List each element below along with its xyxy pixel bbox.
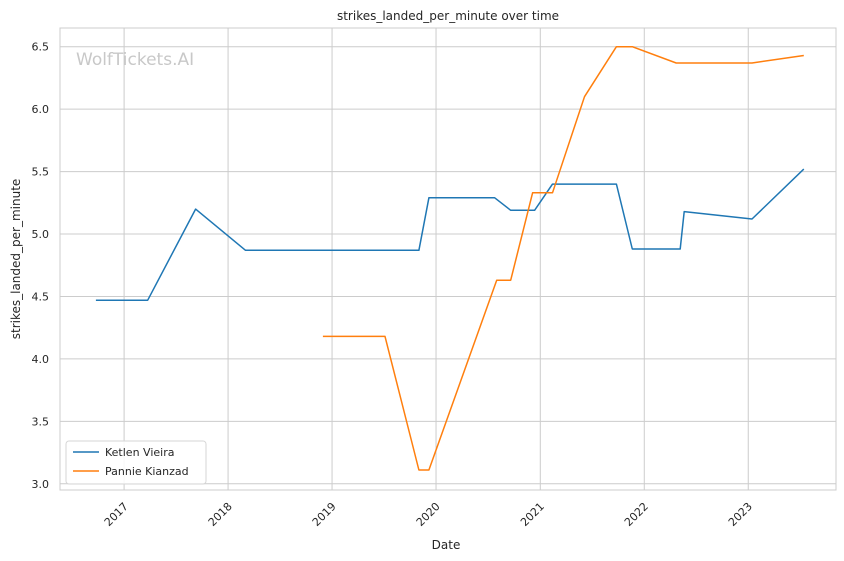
chart-title: strikes_landed_per_minute over time bbox=[337, 9, 559, 23]
y-tick-label: 4.0 bbox=[32, 353, 50, 366]
legend-label-ketlen-vieira: Ketlen Vieira bbox=[105, 446, 174, 459]
legend-box bbox=[65, 440, 207, 485]
y-tick-label: 6.5 bbox=[32, 41, 50, 54]
watermark: WolfTickets.AI bbox=[76, 50, 194, 70]
y-tick-label: 3.0 bbox=[32, 478, 50, 491]
grid bbox=[60, 28, 836, 490]
y-tick-label: 6.0 bbox=[32, 103, 50, 116]
y-tick-label: 5.0 bbox=[32, 228, 50, 241]
legend-label-pannie-kianzad: Pannie Kianzad bbox=[105, 465, 189, 478]
plot-area-border bbox=[59, 27, 837, 491]
series-line-pannie-kianzad bbox=[322, 45, 804, 471]
y-axis-ticks: 3.0 3.5 4.0 4.5 5.0 5.5 6.0 6.5 bbox=[32, 41, 50, 491]
legend: Ketlen Vieira Pannie Kianzad bbox=[65, 440, 207, 485]
y-tick-label: 5.5 bbox=[32, 166, 50, 179]
x-axis-label: Date bbox=[432, 538, 461, 552]
series-layer bbox=[95, 45, 805, 471]
series-line-ketlen-vieira bbox=[95, 168, 805, 301]
y-tick-label: 4.5 bbox=[32, 290, 50, 303]
y-axis-label: strikes_landed_per_minute bbox=[9, 179, 23, 340]
y-tick-label: 3.5 bbox=[32, 415, 50, 428]
